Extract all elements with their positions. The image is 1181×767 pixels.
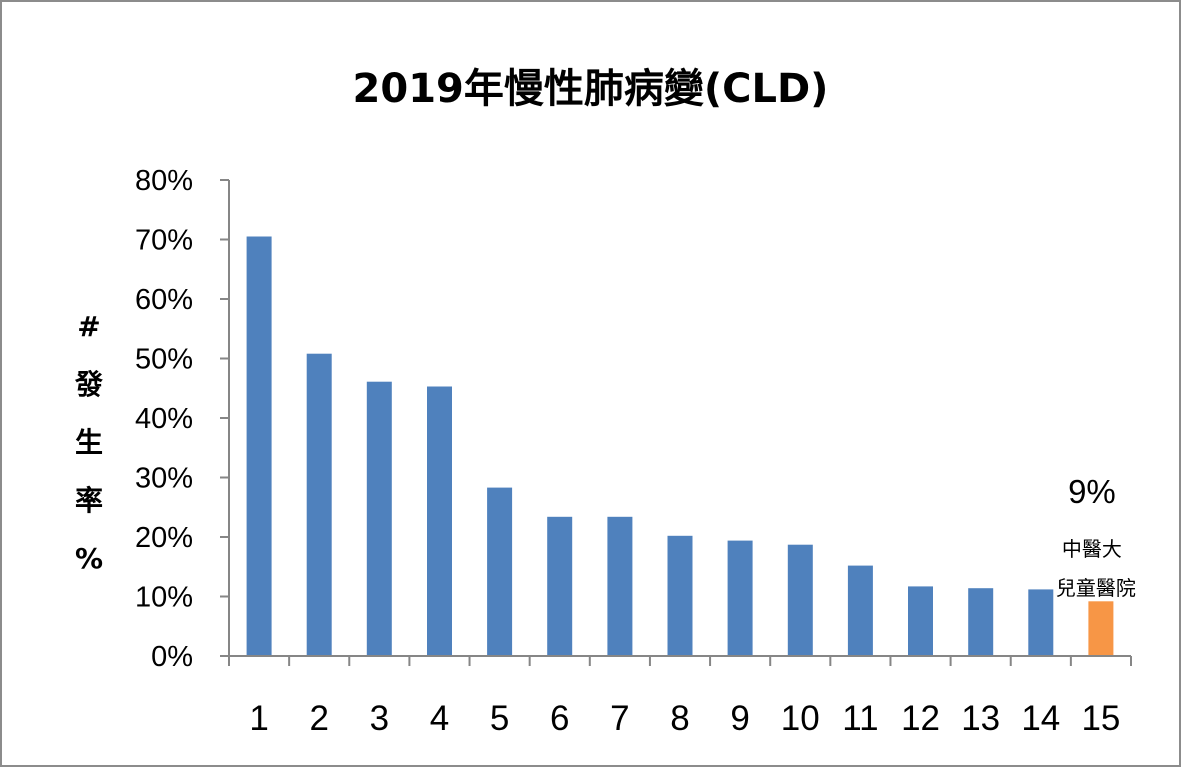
bar-3: [366, 381, 392, 656]
y-axis-label-char: 發: [74, 368, 103, 401]
y-tick-label: 70%: [135, 225, 193, 257]
bar-8: [667, 535, 693, 656]
y-tick-label: 20%: [135, 522, 193, 554]
bar-5: [487, 487, 513, 656]
x-tick-label: 2: [309, 699, 328, 738]
x-tick-label: 10: [781, 699, 820, 738]
bar-14: [1028, 589, 1054, 656]
x-tick-label: 8: [670, 699, 689, 738]
x-tick-label: 14: [1021, 699, 1060, 738]
bar-15: [1088, 601, 1114, 656]
bar-7: [607, 516, 633, 656]
annotation-value: 9%: [1068, 473, 1116, 510]
y-tick-label: 10%: [135, 582, 193, 614]
bar-10: [787, 544, 813, 656]
bar-4: [427, 386, 452, 656]
y-axis-label-char: #: [77, 310, 101, 343]
bar-1: [246, 236, 272, 656]
x-tick-label: 7: [610, 699, 629, 738]
y-tick-label: 0%: [151, 641, 193, 673]
chart-title: 2019年慢性肺病變(CLD): [352, 66, 829, 112]
x-tick-label: 6: [550, 699, 569, 738]
y-axis-label: # 發 生 率 %: [66, 298, 112, 588]
y-tick-label: 50%: [135, 344, 193, 376]
x-tick-label: 1: [249, 699, 268, 738]
y-tick-label: 60%: [135, 284, 193, 316]
y-tick-label: 80%: [135, 165, 193, 197]
bar-9: [727, 540, 753, 656]
y-axis-label-char: %: [74, 542, 104, 575]
bar-13: [968, 588, 994, 656]
bar-2: [306, 353, 332, 656]
x-tick-label: 5: [490, 699, 509, 738]
annotation-line1: 中醫大: [1062, 537, 1122, 561]
x-tick-label: 11: [842, 699, 878, 738]
bar-6: [547, 516, 573, 656]
bar-12: [908, 586, 933, 656]
y-axis-label-char: 率: [74, 484, 103, 517]
x-tick-label: 15: [1081, 699, 1120, 738]
x-tick-label: 12: [901, 699, 940, 738]
y-tick-label: 40%: [135, 403, 193, 435]
bar-11: [847, 565, 873, 656]
x-tick-label: 3: [370, 699, 389, 738]
x-tick-label: 13: [961, 699, 1000, 738]
y-tick-label: 30%: [135, 463, 193, 495]
annotation-line2: 兒童醫院: [1056, 576, 1136, 600]
y-axis-label-char: 生: [74, 426, 103, 459]
x-tick-label: 4: [430, 699, 449, 738]
x-tick-label: 9: [730, 699, 749, 738]
